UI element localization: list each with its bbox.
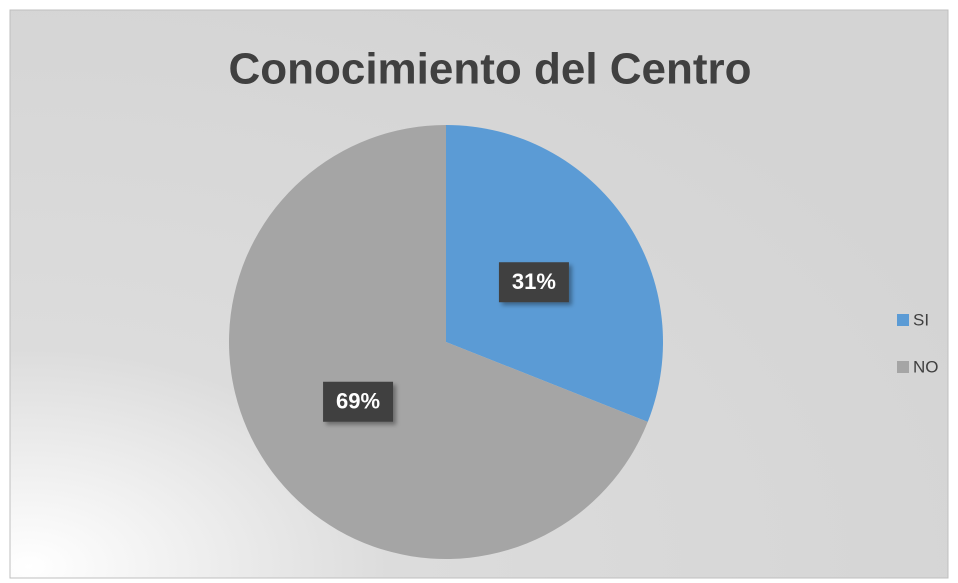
legend-swatch bbox=[897, 314, 909, 326]
data-label-box bbox=[323, 381, 394, 422]
data-label: 69% bbox=[323, 381, 394, 422]
data-label-text: 31% bbox=[512, 269, 556, 294]
legend-label: SI bbox=[913, 310, 929, 329]
legend-swatch bbox=[897, 361, 909, 373]
data-label-text: 69% bbox=[336, 389, 380, 414]
legend-label: NO bbox=[913, 357, 939, 376]
chart-title: Conocimiento del Centro bbox=[228, 45, 751, 94]
data-label-box bbox=[498, 262, 569, 303]
pie-slice bbox=[228, 125, 648, 559]
data-label: 31% bbox=[498, 262, 569, 303]
